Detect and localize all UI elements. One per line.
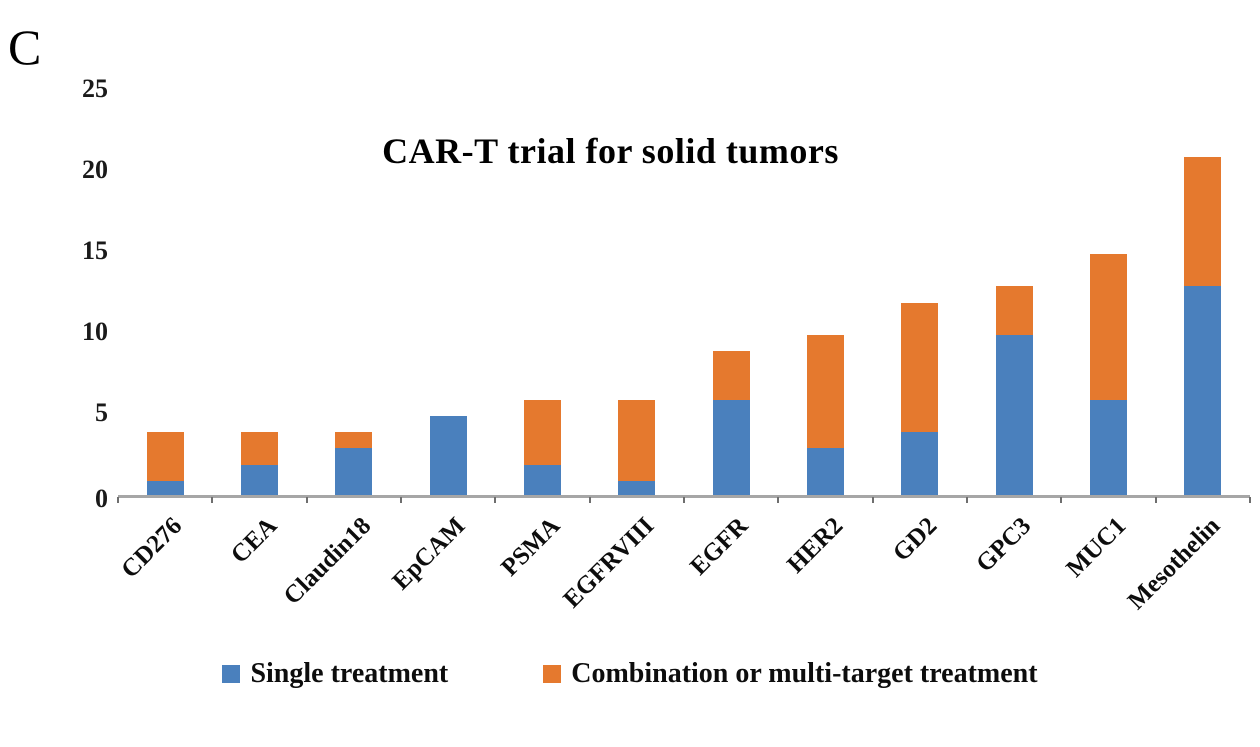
legend-swatch-icon — [543, 665, 562, 683]
bar-GPC3 — [995, 286, 1033, 497]
bar-segment-combination-CEA — [240, 432, 278, 465]
legend-swatch-icon — [222, 665, 241, 683]
x-axis-tick — [871, 497, 874, 503]
bar-segment-combination-Mesothelin — [1184, 156, 1222, 287]
bar-EGFR — [712, 351, 750, 497]
bar-segment-single-PSMA — [523, 464, 561, 497]
bar-Claudin18 — [335, 432, 373, 497]
bar-segment-single-CD276 — [146, 480, 184, 497]
x-axis-tick — [683, 497, 685, 503]
y-tick-label-10: 10 — [82, 317, 108, 346]
x-axis-tick — [400, 497, 402, 503]
legend-item-single: Single treatment — [222, 658, 448, 690]
x-axis-tick — [117, 497, 119, 503]
bar-HER2 — [806, 335, 844, 497]
x-axis-line — [118, 495, 1250, 498]
plot-area — [118, 92, 1250, 497]
bar-segment-combination-Claudin18 — [335, 432, 373, 449]
bar-segment-single-HER2 — [806, 448, 844, 497]
bar-segment-combination-GPC3 — [995, 286, 1033, 335]
bar-CEA — [240, 432, 278, 497]
bar-segment-combination-EGFR — [712, 351, 750, 400]
legend-item-combination: Combination or multi-target treatment — [543, 658, 1038, 690]
bar-MUC1 — [1089, 254, 1127, 497]
bar-EpCAM — [429, 416, 467, 497]
bar-Mesothelin — [1184, 156, 1222, 497]
bar-segment-single-EGFR — [712, 399, 750, 497]
legend-label: Single treatment — [250, 658, 449, 689]
bars-row — [118, 92, 1250, 497]
legend-label: Combination or multi-target treatment — [571, 658, 1038, 689]
bar-CD276 — [146, 432, 184, 497]
x-axis-tick — [1154, 497, 1157, 503]
x-axis-tick — [588, 497, 591, 503]
bar-EGFRVIII — [618, 399, 656, 497]
bar-segment-single-EpCAM — [429, 416, 467, 497]
x-axis-tick — [305, 497, 308, 503]
bar-segment-single-Mesothelin — [1184, 286, 1222, 497]
chart-legend: Single treatment Combination or multi-tar… — [0, 658, 1260, 690]
bar-segment-single-MUC1 — [1089, 399, 1127, 497]
bar-segment-combination-MUC1 — [1089, 254, 1127, 400]
y-tick-label-5: 5 — [95, 398, 108, 427]
bar-segment-combination-HER2 — [806, 335, 844, 449]
x-axis-tick — [494, 497, 497, 503]
panel-letter: C — [8, 19, 42, 75]
y-tick-label-15: 15 — [82, 236, 108, 265]
chart-title: CAR-T trial for solid tumors — [382, 131, 839, 171]
x-axis-tick — [966, 497, 968, 503]
bar-segment-single-Claudin18 — [335, 448, 373, 497]
bar-segment-combination-CD276 — [146, 432, 184, 481]
bar-segment-combination-PSMA — [523, 399, 561, 465]
bar-segment-combination-GD2 — [901, 302, 939, 433]
x-axis-tick — [1060, 497, 1063, 503]
x-axis-tick — [211, 497, 214, 503]
x-axis-tick — [1249, 497, 1251, 503]
y-tick-label-0: 0 — [95, 484, 108, 513]
bar-segment-combination-EGFRVIII — [618, 399, 656, 481]
bar-segment-single-CEA — [240, 464, 278, 497]
x-axis-tick — [777, 497, 780, 503]
bar-segment-single-GD2 — [901, 432, 939, 497]
y-tick-label-25: 25 — [82, 74, 108, 103]
bar-PSMA — [523, 399, 561, 497]
bar-segment-single-GPC3 — [995, 335, 1033, 497]
y-tick-label-20: 20 — [82, 155, 108, 184]
bar-GD2 — [901, 302, 939, 497]
bar-segment-single-EGFRVIII — [618, 480, 656, 497]
